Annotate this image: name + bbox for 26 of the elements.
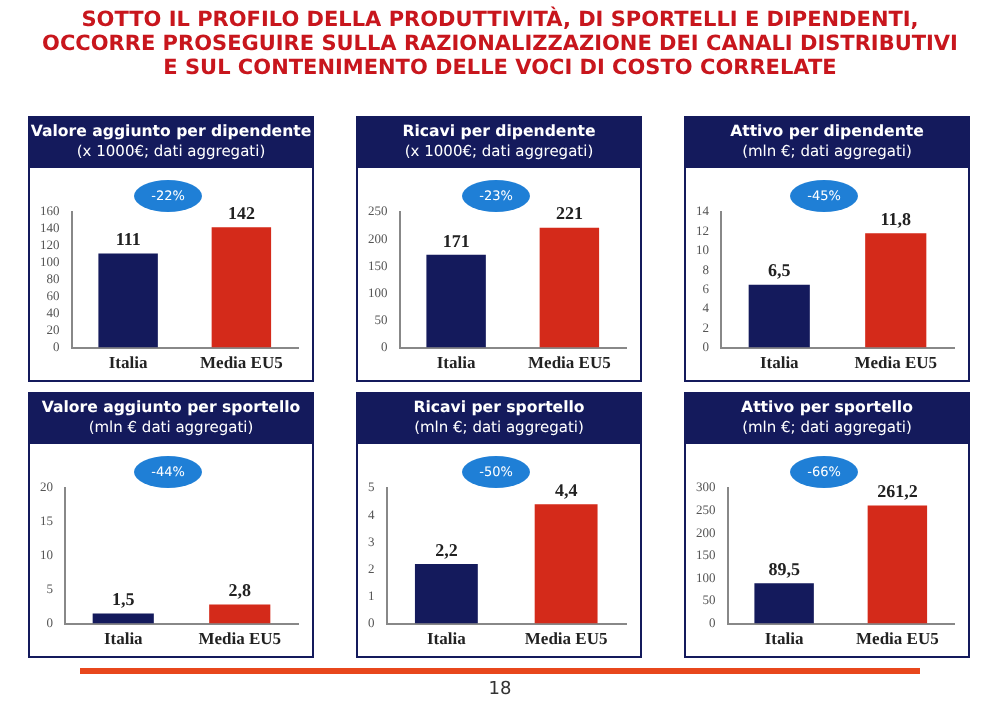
x-tick-label: Media EU5: [854, 352, 938, 373]
data-label: 142: [227, 202, 256, 223]
data-label: 11,8: [880, 208, 912, 229]
x-tick-label: Media EU5: [856, 628, 939, 649]
data-label: 171: [442, 230, 471, 251]
data-label: 261,2: [877, 481, 919, 502]
data-label: 1,5: [112, 589, 136, 610]
x-tick-label: Italia: [759, 352, 801, 373]
text: SOTTO IL PROFILO DELLA PRODUTTIVITÀ, DI SPORTELLI E DIPENDENTI, OCCORRE PROSEGUIRE SULLA RAZIONALIZZAZIONE DEI CANALI DISTRIBUTIVI E SUL CONTENIMENTO DELLE VOCI DI COSTO CORRELATE: [40, 8, 960, 80]
x-tick-label: Media EU5: [198, 628, 282, 649]
x-tick-label: Media EU5: [200, 352, 283, 373]
text: 18: [486, 680, 514, 700]
x-tick-label: Italia: [108, 352, 149, 373]
x-tick-label: Italia: [436, 352, 477, 373]
data-label: 221: [555, 203, 584, 224]
x-tick-label: Media EU5: [528, 352, 611, 373]
x-tick-label: Italia: [764, 628, 805, 649]
data-label: 2,2: [435, 539, 459, 560]
x-tick-label: Italia: [427, 628, 468, 649]
x-tick-label: Media EU5: [524, 628, 608, 649]
data-label: 89,5: [768, 558, 801, 579]
data-label: 6,5: [768, 260, 792, 281]
data-label: 111: [115, 229, 142, 250]
data-label: 2,8: [228, 580, 252, 601]
x-tick-label: Italia: [103, 628, 145, 649]
data-label: 4,4: [554, 479, 579, 500]
